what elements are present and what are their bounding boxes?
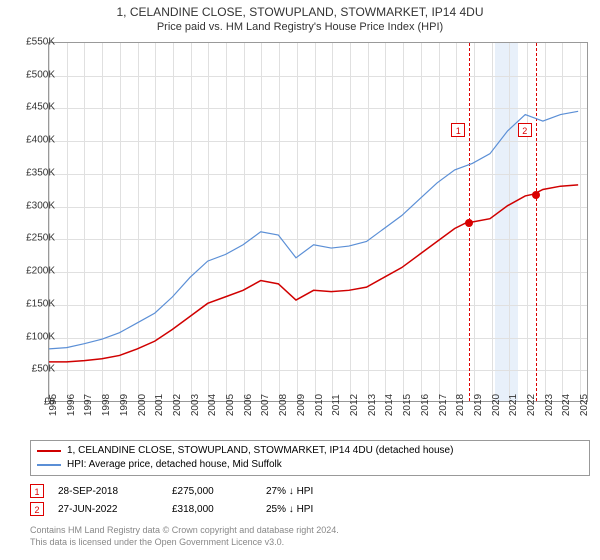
y-tick-label: £200K bbox=[15, 266, 55, 277]
x-tick-label: 2010 bbox=[314, 394, 325, 416]
x-tick-label: 2000 bbox=[137, 394, 148, 416]
chart-lines bbox=[49, 43, 587, 401]
x-tick-label: 1999 bbox=[119, 394, 130, 416]
legend-label-hpi: HPI: Average price, detached house, Mid … bbox=[67, 458, 282, 472]
x-tick-label: 2006 bbox=[243, 394, 254, 416]
x-tick-label: 2012 bbox=[349, 394, 360, 416]
y-tick-label: £100K bbox=[15, 331, 55, 342]
series-hpi bbox=[49, 111, 578, 349]
x-tick-label: 2015 bbox=[402, 394, 413, 416]
x-tick-label: 2023 bbox=[544, 394, 555, 416]
x-tick-label: 2007 bbox=[260, 394, 271, 416]
chart-title-1: 1, CELANDINE CLOSE, STOWUPLAND, STOWMARK… bbox=[0, 5, 600, 19]
legend-row-hpi: HPI: Average price, detached house, Mid … bbox=[37, 458, 583, 472]
x-tick-label: 2019 bbox=[473, 394, 484, 416]
x-tick-label: 2018 bbox=[455, 394, 466, 416]
transaction-diff: 27% ↓ HPI bbox=[266, 486, 346, 497]
x-tick-label: 1996 bbox=[66, 394, 77, 416]
x-tick-label: 2003 bbox=[190, 394, 201, 416]
x-tick-label: 2016 bbox=[420, 394, 431, 416]
x-tick-label: 2002 bbox=[172, 394, 183, 416]
x-tick-label: 2001 bbox=[154, 394, 165, 416]
x-tick-label: 2024 bbox=[561, 394, 572, 416]
chart-title-2: Price paid vs. HM Land Registry's House … bbox=[0, 21, 600, 33]
x-tick-label: 2022 bbox=[526, 394, 537, 416]
x-tick-label: 1998 bbox=[101, 394, 112, 416]
y-tick-label: £250K bbox=[15, 233, 55, 244]
x-tick-label: 2014 bbox=[384, 394, 395, 416]
chart-title-block: 1, CELANDINE CLOSE, STOWUPLAND, STOWMARK… bbox=[0, 0, 600, 35]
y-tick-label: £500K bbox=[15, 69, 55, 80]
chart-plot-area: 12 bbox=[48, 42, 588, 402]
footer-line-2: This data is licensed under the Open Gov… bbox=[30, 536, 590, 548]
transaction-row: 1 28-SEP-2018 £275,000 27% ↓ HPI bbox=[30, 482, 590, 500]
x-tick-label: 2011 bbox=[331, 394, 342, 416]
x-tick-label: 1997 bbox=[83, 394, 94, 416]
transaction-price: £275,000 bbox=[172, 486, 252, 497]
x-tick-label: 2008 bbox=[278, 394, 289, 416]
legend-and-footer: 1, CELANDINE CLOSE, STOWUPLAND, STOWMARK… bbox=[30, 440, 590, 548]
legend-swatch-property bbox=[37, 450, 61, 452]
x-tick-label: 2013 bbox=[367, 394, 378, 416]
footer-text: Contains HM Land Registry data © Crown c… bbox=[30, 524, 590, 548]
x-tick-label: 2009 bbox=[296, 394, 307, 416]
transaction-marker-2: 2 bbox=[30, 502, 44, 516]
y-tick-label: £400K bbox=[15, 135, 55, 146]
legend-box: 1, CELANDINE CLOSE, STOWUPLAND, STOWMARK… bbox=[30, 440, 590, 476]
legend-row-property: 1, CELANDINE CLOSE, STOWUPLAND, STOWMARK… bbox=[37, 444, 583, 458]
x-tick-label: 2004 bbox=[207, 394, 218, 416]
transaction-marker-1: 1 bbox=[30, 484, 44, 498]
x-tick-label: 2020 bbox=[491, 394, 502, 416]
transaction-date: 28-SEP-2018 bbox=[58, 486, 158, 497]
transaction-table: 1 28-SEP-2018 £275,000 27% ↓ HPI 2 27-JU… bbox=[30, 482, 590, 518]
legend-label-property: 1, CELANDINE CLOSE, STOWUPLAND, STOWMARK… bbox=[67, 444, 453, 458]
series-property bbox=[49, 185, 578, 362]
x-tick-label: 2025 bbox=[579, 394, 590, 416]
x-tick-label: 2005 bbox=[225, 394, 236, 416]
y-tick-label: £150K bbox=[15, 298, 55, 309]
legend-swatch-hpi bbox=[37, 464, 61, 466]
y-tick-label: £550K bbox=[15, 37, 55, 48]
transaction-date: 27-JUN-2022 bbox=[58, 504, 158, 515]
y-tick-label: £450K bbox=[15, 102, 55, 113]
x-tick-label: 1995 bbox=[48, 394, 59, 416]
y-tick-label: £50K bbox=[15, 364, 55, 375]
transaction-row: 2 27-JUN-2022 £318,000 25% ↓ HPI bbox=[30, 500, 590, 518]
y-tick-label: £300K bbox=[15, 200, 55, 211]
footer-line-1: Contains HM Land Registry data © Crown c… bbox=[30, 524, 590, 536]
y-tick-label: £350K bbox=[15, 167, 55, 178]
transaction-price: £318,000 bbox=[172, 504, 252, 515]
x-tick-label: 2017 bbox=[438, 394, 449, 416]
transaction-diff: 25% ↓ HPI bbox=[266, 504, 346, 515]
x-tick-label: 2021 bbox=[508, 394, 519, 416]
